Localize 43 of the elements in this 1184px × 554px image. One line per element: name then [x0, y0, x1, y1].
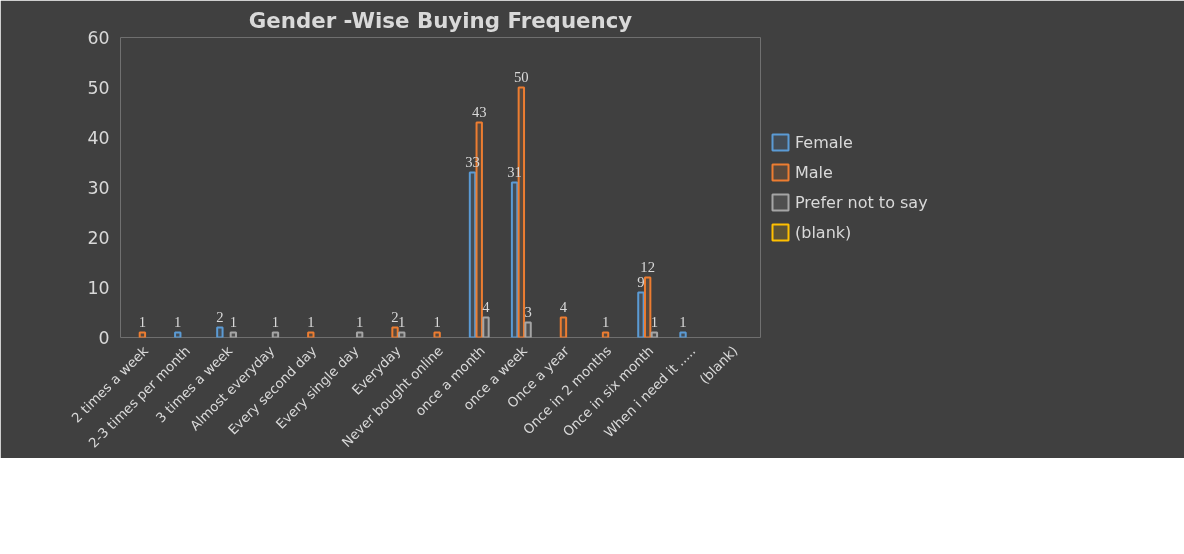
bar	[468, 171, 477, 338]
data-label: 1	[650, 313, 659, 330]
y-tick-label: 40	[87, 128, 110, 148]
y-tick-label: 60	[87, 28, 110, 48]
bar	[637, 291, 645, 338]
legend-label: (blank)	[795, 222, 852, 242]
bar	[216, 326, 224, 338]
chart-title: Gender -Wise Buying Frequency	[248, 7, 633, 33]
data-label: 4	[559, 298, 568, 315]
data-label: 1	[271, 313, 280, 330]
y-tick-label: 0	[98, 328, 110, 348]
legend-label: Prefer not to say	[795, 192, 928, 212]
bar	[524, 321, 532, 338]
legend-label: Male	[795, 162, 833, 182]
data-label: 2	[216, 308, 224, 325]
data-label: 1	[433, 313, 441, 330]
data-label: 1	[138, 313, 147, 330]
data-label: 1	[174, 313, 182, 330]
data-label: 1	[307, 313, 315, 330]
data-label: 1	[679, 313, 687, 330]
bar	[391, 326, 399, 338]
y-tick-label: 10	[87, 278, 110, 298]
bar	[433, 331, 441, 338]
data-label: 1	[355, 313, 364, 330]
bar	[307, 331, 315, 338]
data-label: 1	[229, 313, 238, 330]
bar	[559, 316, 568, 338]
data-label: 3	[524, 303, 532, 320]
data-label: 9	[637, 273, 645, 290]
bar	[679, 331, 687, 338]
data-label: 2	[391, 308, 399, 325]
y-tick-label: 20	[87, 228, 110, 248]
y-tick-label: 50	[87, 78, 110, 98]
y-tick-label: 30	[87, 178, 110, 198]
data-label: 1	[601, 313, 610, 330]
legend-label: Female	[795, 132, 853, 152]
bar	[510, 181, 519, 338]
bar	[482, 316, 490, 338]
data-label: 50	[514, 68, 529, 85]
data-label: 1	[398, 313, 406, 330]
data-label: 43	[471, 103, 487, 120]
bar	[643, 276, 652, 338]
data-label: 12	[640, 258, 655, 275]
